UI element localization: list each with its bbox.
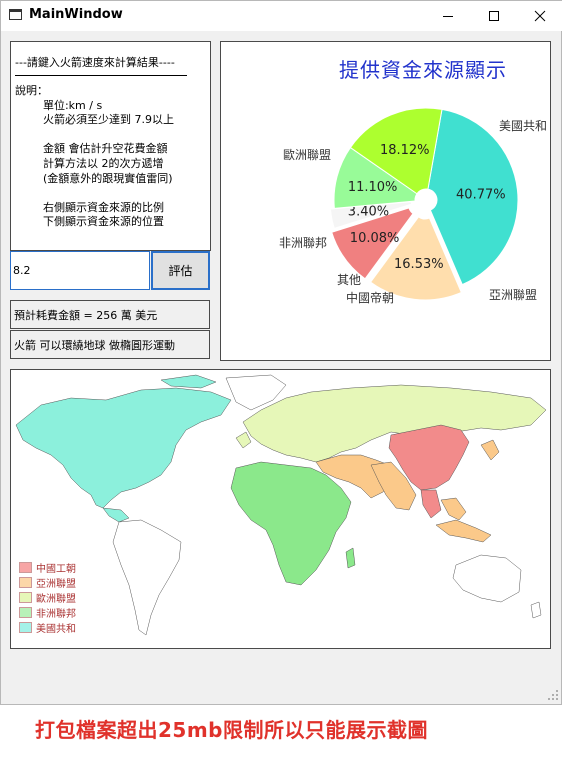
pie-category-label: 非洲聯邦 (279, 236, 327, 250)
pie-category-label: 其他 (337, 273, 361, 287)
info-panel: ---請鍵入火箭速度來計算結果---- 說明： 單位:km / s 火箭必須至少… (10, 41, 211, 251)
main-window: MainWindow ---請鍵入火箭速度來計算結果---- 說明： 單位:km… (0, 0, 563, 705)
map-region-africa (230, 461, 352, 586)
pie-chart: 40.77% 美國共和 16.53% 亞洲聯盟 10.08% 中國帝朝 3.40% 其他 11.… (279, 107, 547, 305)
legend-swatch (19, 577, 32, 588)
resize-grip-icon[interactable] (547, 689, 559, 701)
pie-chart-title: 提供資金來源顯示 (339, 58, 507, 82)
app-window-icon (9, 9, 22, 20)
pie-slice (349, 107, 443, 195)
pie-percent-label: 40.77% (456, 188, 506, 203)
legend-label: 中國工朝 (36, 564, 76, 575)
map-legend-item: 中國工朝 (19, 560, 76, 575)
legend-label: 美國共和 (36, 624, 76, 635)
pie-chart-panel: 提供資金來源顯示 40.77% 美國共和 16.53% 亞洲聯盟 10.08% 中國帝朝 3… (220, 41, 551, 361)
map-region-china (388, 424, 470, 491)
minimize-icon (443, 16, 453, 17)
pie-slice (333, 146, 418, 209)
orbit-result: 火箭 可以環繞地球 做橢圓形運動 (10, 330, 210, 359)
evaluate-button[interactable]: 評估 (151, 251, 210, 290)
footer-note: 打包檔案超出25mb限制所以只能展示截圖 (35, 718, 428, 742)
map-legend-item: 亞洲聯盟 (19, 575, 76, 590)
legend-label: 非洲聯邦 (36, 609, 76, 620)
legend-label: 亞洲聯盟 (36, 579, 76, 590)
info-divider (15, 75, 187, 76)
pie-slice (369, 216, 463, 301)
map-legend: 中國工朝 亞洲聯盟 歐洲聯盟 非洲聯邦 美國共和 (19, 560, 76, 635)
pie-category-label: 中國帝朝 (346, 290, 394, 305)
map-legend-item: 歐洲聯盟 (19, 590, 76, 605)
maximize-icon (489, 11, 499, 21)
map-legend-item: 非洲聯邦 (19, 605, 76, 620)
close-button[interactable] (517, 1, 563, 31)
legend-swatch (19, 592, 32, 603)
cost-result: 預計耗費金額 = 256 萬 美元 (10, 300, 210, 329)
legend-label: 歐洲聯盟 (36, 594, 76, 605)
minimize-button[interactable] (425, 1, 471, 31)
world-map (11, 370, 550, 648)
title-bar[interactable]: MainWindow (1, 1, 563, 31)
pie-slice (427, 108, 519, 286)
maximize-button[interactable] (471, 1, 517, 31)
pie-percent-label: 10.08% (350, 231, 400, 246)
map-region-south-america (112, 519, 182, 636)
window-title: MainWindow (29, 7, 123, 22)
pie-slice (331, 207, 414, 280)
close-icon (534, 10, 546, 22)
legend-swatch (19, 607, 32, 618)
pie-percent-label: 3.40% (348, 205, 389, 220)
pie-percent-label: 18.12% (380, 143, 430, 158)
speed-input[interactable]: 8.2 (10, 251, 150, 290)
map-panel: 中國工朝 亞洲聯盟 歐洲聯盟 非洲聯邦 美國共和 (10, 369, 551, 649)
map-region-australia (452, 554, 522, 603)
pie-category-label: 歐洲聯盟 (283, 147, 331, 162)
map-region-north-america (15, 387, 232, 509)
pie-percent-label: 11.10% (348, 180, 398, 195)
legend-swatch (19, 562, 32, 573)
pie-category-label: 亞洲聯盟 (489, 288, 537, 302)
pie-category-label: 美國共和 (499, 119, 547, 133)
info-body: 說明： 單位:km / s 火箭必須至少達到 7.9以上 金額 會估計升空花費金… (15, 84, 174, 229)
pie-percent-label: 16.53% (394, 257, 444, 272)
info-header: ---請鍵入火箭速度來計算結果---- (15, 56, 175, 69)
map-legend-item: 美國共和 (19, 620, 76, 635)
legend-swatch (19, 622, 32, 633)
